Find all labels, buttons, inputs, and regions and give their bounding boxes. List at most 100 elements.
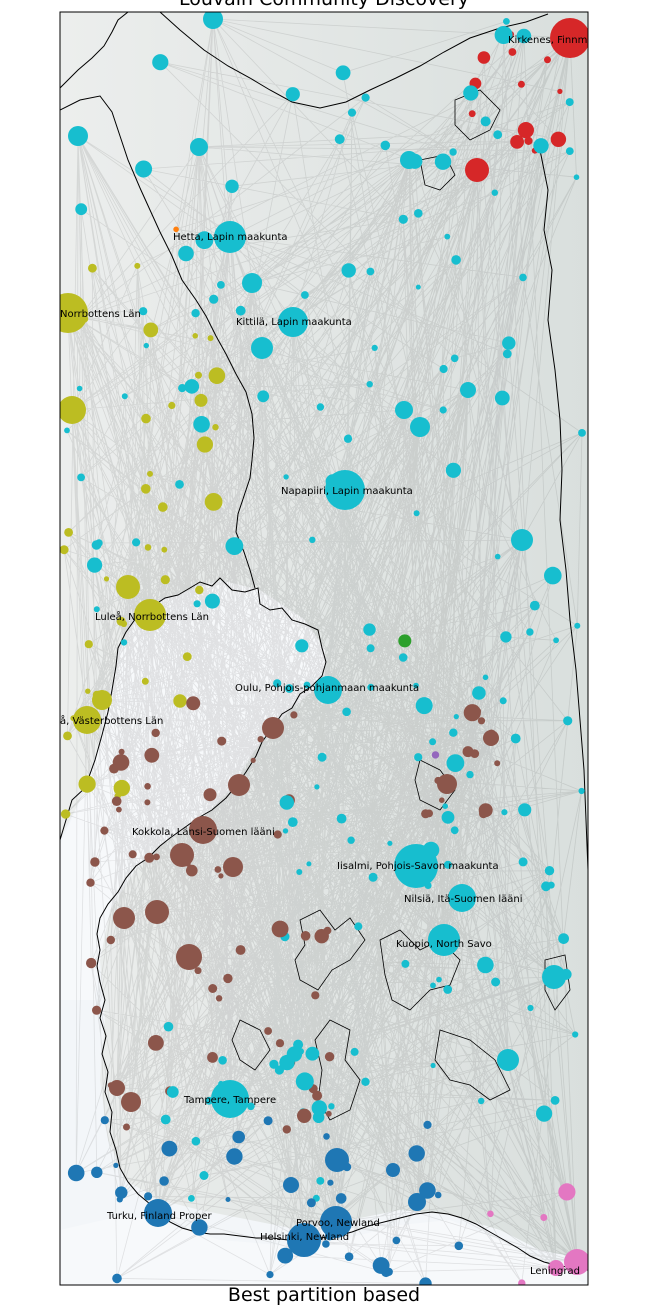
node-cyan <box>366 381 373 388</box>
node-olive <box>141 413 151 424</box>
node-cyan <box>499 697 507 705</box>
node-brown <box>128 850 137 859</box>
node-cyan <box>188 1195 195 1202</box>
node-brown <box>170 843 194 867</box>
node-blue <box>325 1148 349 1172</box>
node-cyan <box>178 384 187 393</box>
node-cyan <box>225 179 239 193</box>
node-cyan <box>578 787 585 795</box>
node-blue <box>112 1273 122 1284</box>
place-label-kuopio: Kuopio, North Savo <box>396 939 492 950</box>
node-brown <box>90 857 100 867</box>
node-olive <box>60 809 71 819</box>
node-olive <box>60 293 88 333</box>
node-olive <box>63 731 72 741</box>
node-olive <box>60 396 86 424</box>
node-blue <box>327 1179 334 1186</box>
node-brown <box>145 900 169 924</box>
node-cyan <box>550 1096 560 1105</box>
country-border-russia <box>539 149 588 871</box>
node-cyan <box>434 153 452 170</box>
node-cyan <box>413 682 419 689</box>
node-cyan <box>366 267 375 276</box>
node-cyan <box>251 337 273 359</box>
node-brown <box>250 757 256 764</box>
lake-shorelines <box>231 89 571 1121</box>
node-cyan <box>347 836 355 844</box>
node-cyan <box>460 382 476 398</box>
node-olive <box>141 677 149 685</box>
place-label-umea: å, Västerbottens Län <box>60 714 163 727</box>
place-label-lulea: Luleå, Norrbottens Län <box>95 610 209 623</box>
node-cyan <box>295 639 309 653</box>
node-brown <box>113 907 135 929</box>
node-brown <box>235 945 246 955</box>
node-cyan <box>163 1021 174 1032</box>
node-brown <box>121 1092 141 1112</box>
node-brown <box>290 711 298 719</box>
node-cyan <box>450 826 459 835</box>
node-brown <box>217 736 227 746</box>
node-cyan <box>306 861 312 867</box>
node-cyan <box>325 470 365 510</box>
node-pink <box>558 1183 576 1201</box>
node-brown <box>228 774 250 796</box>
node-brown <box>144 783 151 790</box>
node-cyan <box>572 1031 579 1038</box>
node-cyan <box>401 959 410 968</box>
node-cyan <box>502 336 516 350</box>
node-blue <box>320 1206 352 1238</box>
node-cyan <box>283 474 289 480</box>
node-blue <box>419 1277 432 1285</box>
node-cyan <box>518 803 532 817</box>
node-blue <box>277 1247 294 1264</box>
node-cyan <box>195 231 214 250</box>
place-label-napapiiri: Napapiiri, Lapin maakunta <box>281 486 413 497</box>
node-blue <box>408 1193 426 1211</box>
node-cyan <box>336 813 347 824</box>
gulf-of-finland <box>60 1215 588 1285</box>
node-brown <box>324 1052 335 1062</box>
node-olive <box>141 484 151 494</box>
node-cyan <box>544 566 562 585</box>
node-brown <box>86 878 95 887</box>
node-cyan <box>448 884 476 912</box>
node-olive <box>161 546 168 553</box>
node-olive <box>212 424 219 431</box>
node-cyan <box>273 679 282 688</box>
node-cyan <box>204 593 220 609</box>
node-cyan <box>120 639 128 646</box>
place-label-norrbotten: Norrbottens Län <box>60 309 141 320</box>
node-cyan <box>191 1136 201 1146</box>
node-cyan <box>296 869 303 875</box>
node-red <box>468 110 476 118</box>
node-cyan <box>414 209 423 218</box>
place-label-leningrad: Leningrad <box>530 1266 580 1277</box>
node-cyan <box>285 684 294 693</box>
node-brown <box>483 730 499 746</box>
node-cyan <box>478 1097 485 1105</box>
node-cyan <box>350 1047 359 1056</box>
node-red <box>550 131 567 147</box>
node-cyan <box>139 307 148 316</box>
node-cyan <box>178 245 194 262</box>
node-cyan <box>303 681 311 689</box>
node-cyan <box>309 536 316 543</box>
node-cyan <box>451 255 461 265</box>
node-cyan <box>398 653 408 662</box>
node-cyan <box>445 462 461 478</box>
node-cyan <box>225 537 244 555</box>
node-brown <box>92 1005 102 1015</box>
node-brown <box>186 696 201 711</box>
node-olive <box>192 333 198 339</box>
node-olive <box>195 371 202 379</box>
node-cyan <box>152 54 169 71</box>
node-brown <box>86 957 97 969</box>
node-cyan <box>77 473 85 482</box>
gulf-of-bothnia <box>60 580 325 1000</box>
node-cyan <box>430 1062 436 1069</box>
node-brown <box>463 704 481 722</box>
node-olive <box>103 576 110 582</box>
node-cyan <box>449 148 457 156</box>
